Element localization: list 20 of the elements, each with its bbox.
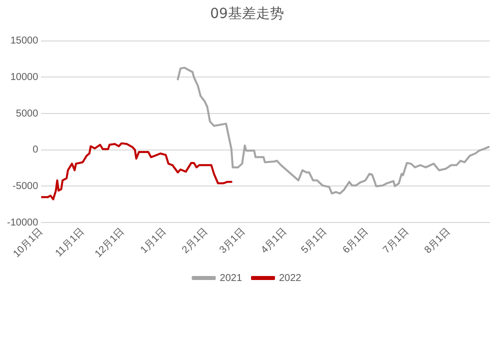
x-tick-label: 7月1日	[381, 226, 411, 256]
y-tick-label: -5000	[12, 180, 39, 192]
x-tick-label: 1月1日	[138, 226, 168, 256]
x-tick-label: 3月1日	[218, 226, 248, 256]
chart-title: 09基差走势	[210, 6, 284, 22]
y-tick-label: -10000	[6, 217, 39, 228]
x-tick-label: 6月1日	[341, 226, 371, 256]
y-tick-label: 0	[32, 144, 39, 156]
x-tick-label: 2月1日	[180, 226, 210, 256]
x-tick-label: 8月1日	[422, 226, 453, 256]
y-tick-label: 5000	[16, 108, 39, 120]
x-tick-label: 4月1日	[259, 226, 290, 256]
legend-label: 2021	[220, 272, 242, 284]
x-tick-label: 11月1日	[54, 226, 87, 260]
legend-label: 2022	[279, 272, 302, 284]
y-tick-label: 15000	[10, 36, 39, 47]
y-tick-label: 10000	[10, 72, 39, 83]
x-tick-label: 10月1日	[11, 226, 46, 260]
x-tick-label: 5月1日	[299, 226, 330, 256]
x-tick-label: 12月1日	[93, 226, 127, 260]
